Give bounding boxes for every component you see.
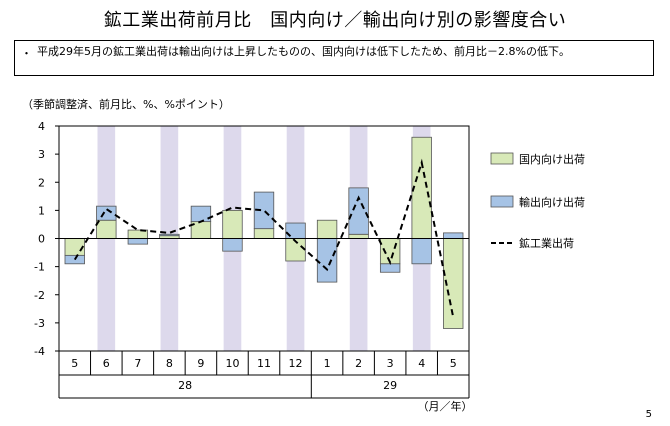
x-tick-label: 6 [103,357,110,370]
x-tick-label: 10 [225,357,239,370]
bar-export [411,238,432,265]
bar-domestic [222,209,243,239]
page-number: 5 [645,409,652,420]
legend-total-label: 鉱工業出荷 [519,236,574,250]
y-tick-label: 3 [38,148,45,161]
x-tick-label: 8 [166,357,173,370]
bar-domestic [379,238,401,265]
bar-domestic [316,219,338,239]
y-tick-label: 2 [38,176,45,189]
year-label: 28 [178,379,192,392]
bar-domestic [411,136,432,239]
x-tick-label: 2 [355,357,362,370]
y-tick-label: 1 [38,204,45,217]
bar-export [316,238,338,283]
x-tick-label: 9 [197,357,204,370]
y-tick-label: 4 [38,120,45,133]
unit-note: （季節調整済、前月比、%、%ポイント） [22,98,230,111]
total-line [73,158,455,318]
bar-export [190,205,212,223]
legend-domestic-label: 国内向け出荷 [519,152,585,166]
y-tick-label: -2 [34,289,45,302]
legend-domestic-swatch [490,152,514,165]
x-tick-label: 4 [418,357,425,370]
x-unit-label: （月／年） [418,399,473,413]
bar-domestic [253,228,275,239]
bar-domestic [348,233,369,239]
bar-export [379,263,401,273]
legend-export-swatch [490,195,514,208]
year-label: 29 [383,379,397,392]
x-tick-label: 5 [71,357,78,370]
bar-export [285,222,306,239]
bar-domestic [96,219,117,239]
x-tick-label: 7 [134,357,141,370]
x-tick-label: 11 [257,357,271,370]
bar-export [253,191,275,230]
legend-export-label: 輸出向け出荷 [519,195,585,209]
bar-export [348,187,369,235]
y-tick-label: 0 [38,233,45,246]
x-tick-label: 1 [324,357,331,370]
bar-export [443,232,464,239]
bar-export [96,205,117,221]
x-tick-label: 3 [387,357,394,370]
y-tick-label: -1 [34,261,45,274]
x-tick-label: 12 [289,357,303,370]
summary-box: ・ 平成29年5月の鉱工業出荷は輸出向けは上昇したものの、国内向けは低下したため… [14,40,654,76]
y-tick-label: -4 [34,345,45,358]
bar-export [222,238,243,252]
y-tick-label: -3 [34,317,45,330]
page-title: 鉱工業出荷前月比 国内向け／輸出向け別の影響度合い [103,10,567,31]
summary-text: 平成29年5月の鉱工業出荷は輸出向けは上昇したものの、国内向けは低下したため、前… [37,45,570,58]
x-tick-label: 5 [450,357,457,370]
summary-bullet: ・ [21,47,32,60]
bar-export [159,233,180,237]
bar-export [127,238,149,245]
